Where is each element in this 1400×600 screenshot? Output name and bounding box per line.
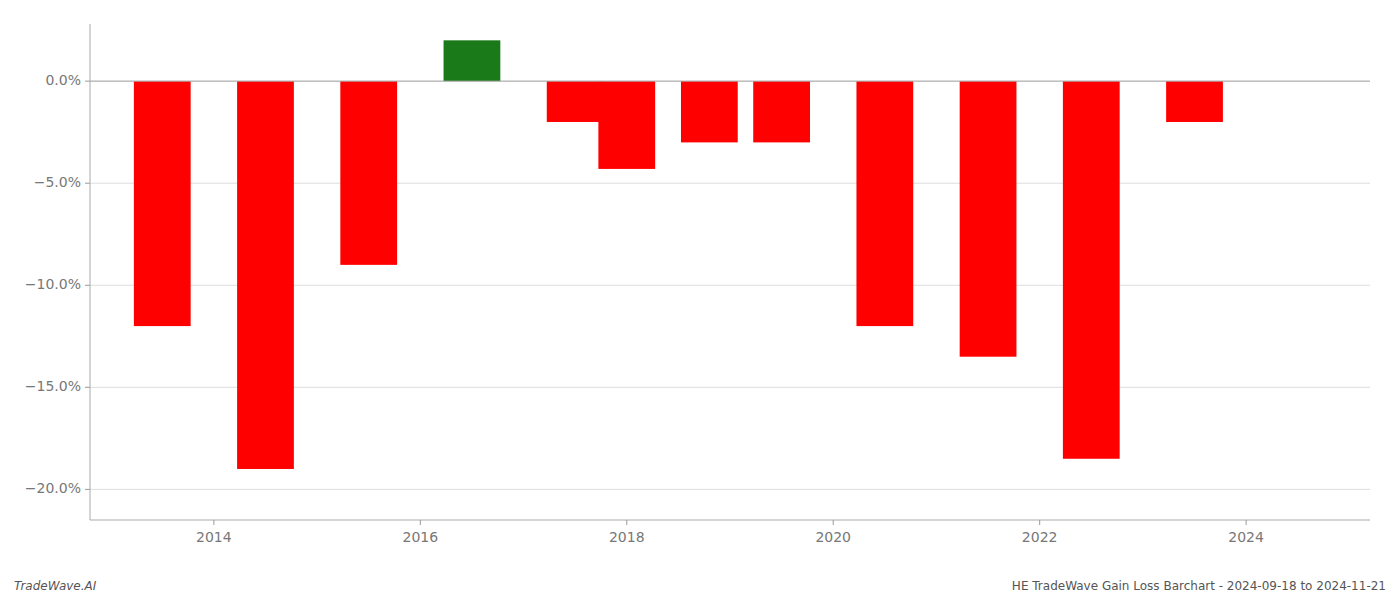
y-tick-label: 0.0% xyxy=(45,72,81,88)
x-tick xyxy=(1039,520,1040,525)
footnote-right: HE TradeWave Gain Loss Barchart - 2024-0… xyxy=(1012,579,1386,593)
chart-container: 0.0%−5.0%−10.0%−15.0%−20.0%2014201620182… xyxy=(0,0,1400,600)
zero-line xyxy=(90,81,1370,82)
background xyxy=(0,0,1400,600)
bar xyxy=(444,40,501,81)
y-tick xyxy=(85,489,90,490)
bar xyxy=(681,81,738,142)
x-tick xyxy=(213,520,214,525)
y-tick-label: −10.0% xyxy=(25,276,81,292)
grid xyxy=(90,81,1370,489)
x-tick xyxy=(420,520,421,525)
y-tick xyxy=(85,285,90,286)
x-tick xyxy=(1246,520,1247,525)
x-tick xyxy=(626,520,627,525)
bar xyxy=(340,81,397,265)
y-tick xyxy=(85,387,90,388)
bar xyxy=(960,81,1017,357)
grid-line xyxy=(90,81,1370,82)
x-tick-label: 2016 xyxy=(403,529,439,545)
bar xyxy=(547,81,604,122)
bar xyxy=(598,81,655,169)
bar xyxy=(1063,81,1120,459)
x-tick xyxy=(833,520,834,525)
bar xyxy=(1166,81,1223,122)
x-tick-label: 2024 xyxy=(1228,529,1264,545)
bar xyxy=(856,81,913,326)
x-axis-line xyxy=(90,520,1370,521)
x-tick-label: 2018 xyxy=(609,529,645,545)
y-tick-label: −5.0% xyxy=(34,174,81,190)
x-tick-label: 2020 xyxy=(815,529,851,545)
x-tick-label: 2022 xyxy=(1022,529,1058,545)
x-axis: 2014 2016 2018 2020 2022 2024 xyxy=(196,520,1264,545)
y-tick-label: −20.0% xyxy=(25,480,81,496)
bar xyxy=(753,81,810,142)
bar xyxy=(237,81,294,469)
footnote-left: TradeWave.AI xyxy=(14,579,97,593)
y-tick-label: −15.0% xyxy=(25,378,81,394)
x-tick-label: 2014 xyxy=(196,529,232,545)
bars xyxy=(134,40,1223,469)
bar xyxy=(134,81,191,326)
grid-line xyxy=(90,489,1370,490)
y-axis-line xyxy=(90,24,91,520)
y-axis: 0.0% −5.0% −10.0% −15.0% −20.0% xyxy=(25,72,90,496)
y-tick xyxy=(85,183,90,184)
chart: 0.0%−5.0%−10.0%−15.0%−20.0%2014201620182… xyxy=(0,0,1400,600)
y-tick xyxy=(85,81,90,82)
